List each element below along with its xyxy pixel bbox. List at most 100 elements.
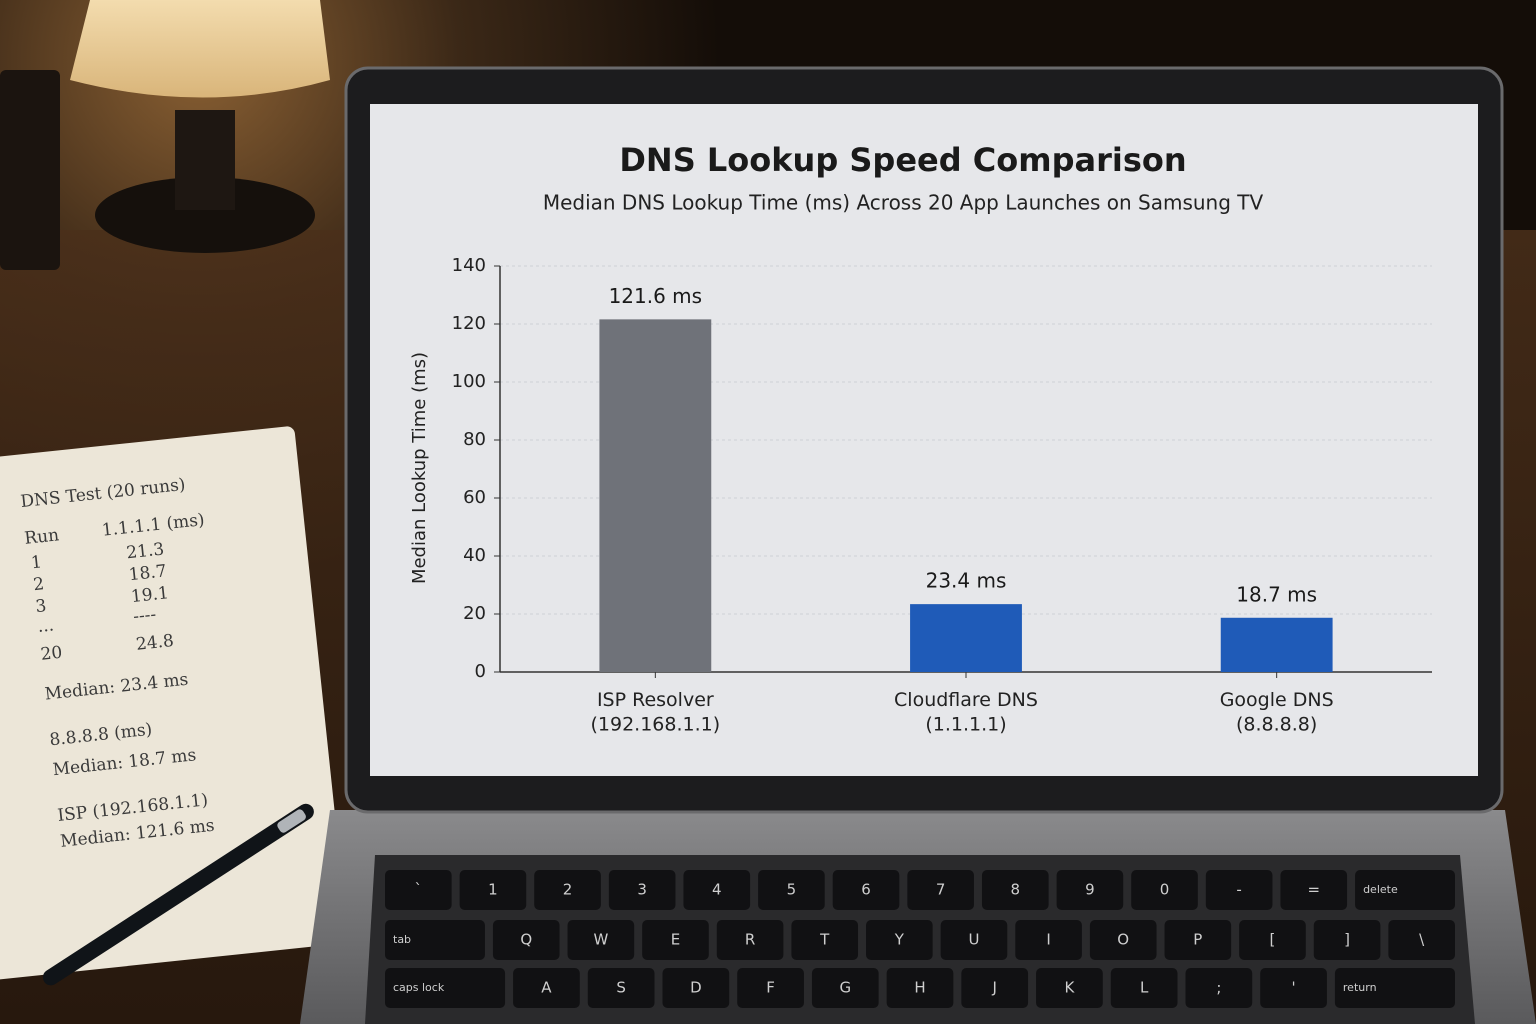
- notebook-cell: 24.8: [135, 631, 175, 655]
- key: [385, 968, 506, 1008]
- notebook-cell: 20: [40, 643, 64, 665]
- key: [683, 870, 751, 910]
- key: [492, 920, 560, 960]
- bar: [599, 319, 712, 672]
- key: [832, 870, 900, 910]
- key-label: 7: [936, 881, 946, 899]
- y-tick-label: 0: [475, 661, 486, 682]
- y-tick-label: 120: [452, 313, 486, 334]
- key: [587, 968, 655, 1008]
- key: [716, 920, 784, 960]
- key: [1205, 870, 1273, 910]
- notebook-cell: ...: [37, 615, 55, 637]
- key: [1131, 870, 1198, 910]
- key-label: 4: [712, 881, 722, 899]
- y-tick-label: 40: [463, 545, 486, 566]
- key-label: 3: [637, 881, 647, 899]
- key-label: O: [1117, 931, 1129, 949]
- lamp: [70, 0, 330, 253]
- key-label: [: [1270, 931, 1276, 949]
- key-label: delete: [1363, 883, 1398, 896]
- key: [1110, 968, 1178, 1008]
- key: [1164, 920, 1232, 960]
- key: [1185, 968, 1253, 1008]
- x-tick-label: Google DNS (8.8.8.8): [1220, 689, 1334, 736]
- dark-object: [0, 70, 60, 270]
- key: [1313, 920, 1381, 960]
- key-label: caps lock: [393, 981, 445, 994]
- key-label: return: [1343, 981, 1377, 994]
- key: [907, 870, 974, 910]
- key-label: 8: [1011, 881, 1021, 899]
- key-label: U: [968, 931, 979, 949]
- key: [1388, 920, 1455, 960]
- key: [1280, 870, 1348, 910]
- key-label: 0: [1160, 881, 1170, 899]
- key-label: ]: [1344, 931, 1350, 949]
- chart-title: DNS Lookup Speed Comparison: [619, 141, 1186, 179]
- pen: [42, 803, 314, 986]
- key-label: Q: [520, 931, 532, 949]
- key-label: -: [1236, 881, 1241, 899]
- key-label: H: [914, 979, 925, 997]
- plot: 0 20 40 60 80 100 120 140 ISP Resolver (192.168.1…: [452, 255, 1432, 735]
- y-axis-label: Median Lookup Time (ms): [409, 352, 430, 584]
- key: [1036, 968, 1103, 1008]
- key-label: ;: [1216, 979, 1221, 997]
- notebook-cell: 2: [32, 574, 45, 595]
- value-label: 18.7 ms: [1236, 582, 1317, 606]
- key: [961, 968, 1029, 1008]
- key: [534, 870, 601, 910]
- key: [1015, 920, 1082, 960]
- y-tick-label: 20: [463, 603, 486, 624]
- key-label: G: [839, 979, 851, 997]
- key: [866, 920, 933, 960]
- notebook-cell: 1: [30, 552, 43, 573]
- notebook-cell: 18.7: [128, 561, 168, 585]
- key: [1089, 920, 1157, 960]
- key-label: W: [593, 931, 608, 949]
- key-label: A: [541, 979, 552, 997]
- value-label: 23.4 ms: [926, 569, 1007, 593]
- key: [981, 870, 1049, 910]
- key-label: Y: [894, 931, 905, 949]
- key-label: P: [1193, 931, 1202, 949]
- key: [513, 968, 580, 1008]
- notebook: DNS Test (20 runs) Run 1.1.1.1 (ms) 1 21…: [0, 426, 348, 980]
- key-label: tab: [393, 933, 411, 946]
- key-label: `: [415, 881, 423, 899]
- key: [811, 968, 879, 1008]
- key-label: 5: [787, 881, 797, 899]
- key: [642, 920, 709, 960]
- key: [886, 968, 954, 1008]
- key-label: J: [991, 979, 996, 997]
- y-tick-label: 60: [463, 487, 486, 508]
- key-label: R: [745, 931, 755, 949]
- key-label: 1: [488, 881, 498, 899]
- key-label: 6: [861, 881, 871, 899]
- key-label: =: [1307, 881, 1320, 899]
- key-label: F: [766, 979, 775, 997]
- notebook-page: [0, 426, 348, 980]
- key-label: E: [671, 931, 680, 949]
- key: [1355, 870, 1455, 910]
- key: [567, 920, 635, 960]
- key-label: S: [616, 979, 626, 997]
- notebook-cell: 3: [35, 596, 48, 617]
- key: [1260, 968, 1327, 1008]
- bar: [910, 604, 1022, 672]
- notebook-header: Run: [23, 525, 60, 549]
- key-label: L: [1140, 979, 1149, 997]
- key-label: D: [690, 979, 702, 997]
- key: [608, 870, 676, 910]
- notebook-cell: ----: [132, 605, 157, 627]
- keyboard: ` 1 2 3 4 5 6 7 8 9 0 - = delete tab Q W E R T Y U I O P [] \ caps …: [385, 870, 1455, 1008]
- y-tick-label: 100: [452, 371, 486, 392]
- y-tick-label: 140: [452, 255, 486, 276]
- key: [1056, 870, 1124, 910]
- key-label: 9: [1085, 881, 1095, 899]
- notebook-cell: 19.1: [130, 583, 170, 607]
- chart-subtitle: Median DNS Lookup Time (ms) Across 20 Ap…: [543, 191, 1264, 215]
- y-tick-label: 80: [463, 429, 486, 450]
- key-label: ': [1291, 979, 1295, 997]
